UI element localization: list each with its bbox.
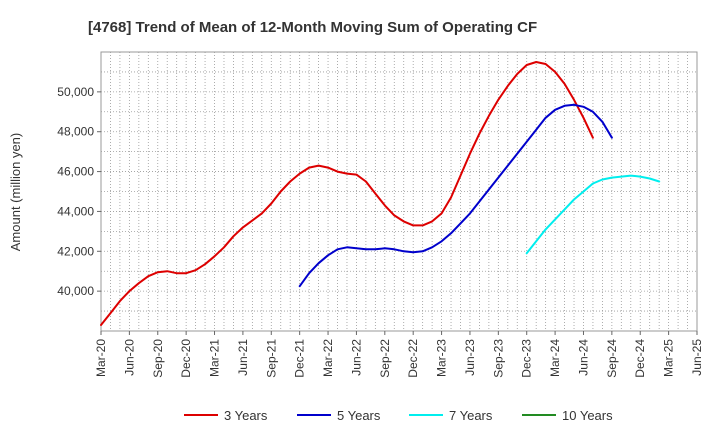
series-lines bbox=[100, 61, 661, 326]
x-tick-label: Sep-22 bbox=[378, 339, 392, 378]
series-line-7-years bbox=[525, 174, 661, 255]
x-tick-label: Jun-21 bbox=[236, 339, 250, 376]
x-tick-label: Dec-20 bbox=[179, 339, 193, 378]
series-line-5-years bbox=[298, 103, 613, 288]
y-axis-label: Amount (million yen) bbox=[8, 133, 23, 252]
x-tick-label: Mar-24 bbox=[548, 339, 562, 377]
legend-label: 3 Years bbox=[224, 408, 268, 423]
x-tick-label: Sep-20 bbox=[151, 339, 165, 378]
grid bbox=[100, 52, 698, 331]
x-tick-label: Jun-20 bbox=[122, 339, 136, 376]
y-tick-label: 42,000 bbox=[57, 244, 94, 258]
x-tick-label: Mar-25 bbox=[662, 339, 676, 377]
x-tick-label: Sep-23 bbox=[491, 339, 505, 378]
y-tick-label: 50,000 bbox=[57, 85, 94, 99]
legend: 3 Years 5 Years 7 Years 10 Years bbox=[184, 408, 613, 423]
x-tick-label: Jun-22 bbox=[349, 339, 363, 376]
plot-frame bbox=[100, 51, 698, 332]
y-tick-label: 40,000 bbox=[57, 284, 94, 298]
x-tick-label: Mar-23 bbox=[435, 339, 449, 377]
y-axis: 40,000 42,000 44,000 46,000 48,000 50,000 bbox=[57, 85, 101, 298]
x-tick-label: Sep-21 bbox=[264, 339, 278, 378]
x-tick-label: Mar-21 bbox=[208, 339, 222, 377]
x-tick-label: Dec-24 bbox=[633, 339, 647, 378]
chart-title: [4768] Trend of Mean of 12-Month Moving … bbox=[88, 19, 537, 36]
x-tick-label: Jun-23 bbox=[463, 339, 477, 376]
x-tick-label: Mar-20 bbox=[94, 339, 108, 377]
series-line-3-years bbox=[100, 61, 594, 326]
x-tick-label: Mar-22 bbox=[321, 339, 335, 377]
y-tick-label: 46,000 bbox=[57, 165, 94, 179]
y-tick-label: 44,000 bbox=[57, 204, 94, 218]
legend-label: 7 Years bbox=[449, 408, 493, 423]
legend-label: 5 Years bbox=[337, 408, 381, 423]
y-tick-label: 48,000 bbox=[57, 125, 94, 139]
x-tick-label: Jun-24 bbox=[576, 339, 590, 376]
x-tick-label: Jun-25 bbox=[690, 339, 704, 376]
legend-label: 10 Years bbox=[562, 408, 613, 423]
x-tick-label: Dec-23 bbox=[520, 339, 534, 378]
x-tick-label: Dec-22 bbox=[406, 339, 420, 378]
x-axis: Mar-20 Jun-20 Sep-20 Dec-20 Mar-21 Jun-21 Sep-… bbox=[94, 331, 704, 378]
x-tick-label: Dec-21 bbox=[293, 339, 307, 378]
x-tick-label: Sep-24 bbox=[605, 339, 619, 378]
